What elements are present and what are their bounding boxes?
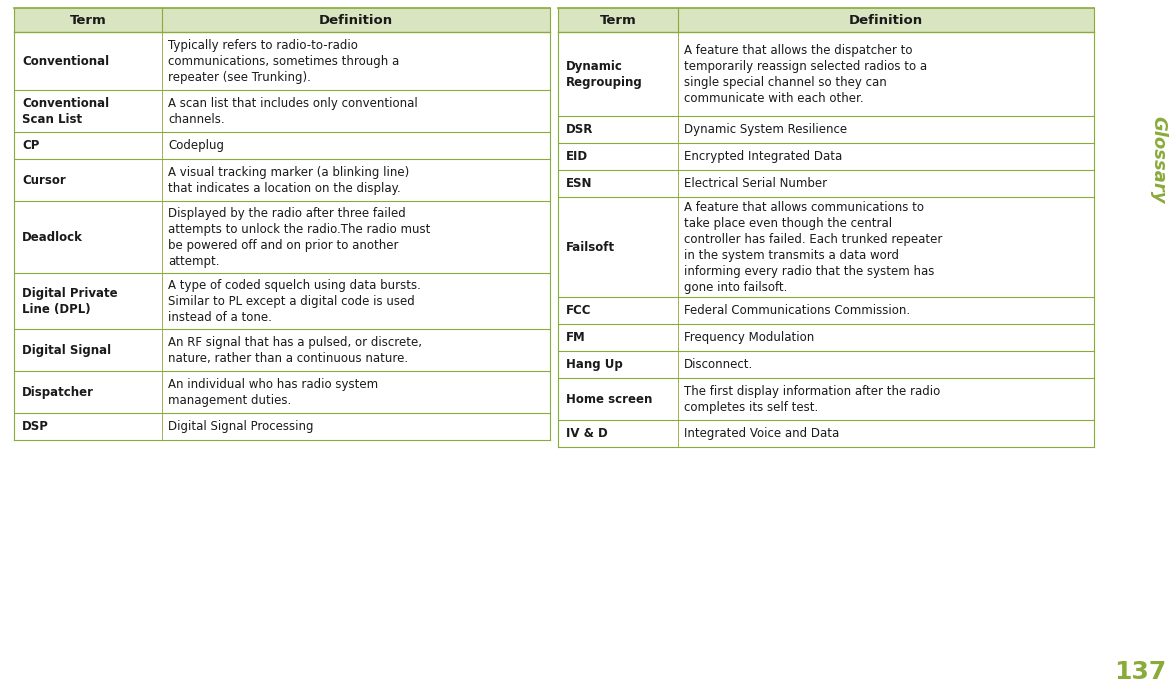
- Text: EID: EID: [566, 150, 588, 163]
- Text: A type of coded squelch using data bursts.
Similar to PL except a digital code i: A type of coded squelch using data burst…: [168, 278, 421, 323]
- Text: 137: 137: [1113, 660, 1166, 684]
- Text: Digital Private
Line (DPL): Digital Private Line (DPL): [22, 287, 117, 316]
- Bar: [558, 197, 1093, 297]
- Text: DSP: DSP: [22, 420, 49, 433]
- Bar: [558, 8, 1093, 32]
- Bar: [14, 201, 550, 273]
- Text: A scan list that includes only conventional
channels.: A scan list that includes only conventio…: [168, 96, 417, 126]
- Text: Conventional
Scan List: Conventional Scan List: [22, 96, 109, 126]
- Text: Home screen: Home screen: [566, 393, 653, 405]
- Text: Encrypted Integrated Data: Encrypted Integrated Data: [684, 150, 843, 163]
- Bar: [14, 132, 550, 159]
- Text: Dispatcher: Dispatcher: [22, 385, 94, 398]
- Text: Digital Signal: Digital Signal: [22, 344, 111, 357]
- Bar: [558, 351, 1093, 378]
- Text: Frequency Modulation: Frequency Modulation: [684, 331, 815, 344]
- Text: A visual tracking marker (a blinking line)
that indicates a location on the disp: A visual tracking marker (a blinking lin…: [168, 165, 409, 194]
- Bar: [558, 116, 1093, 143]
- Text: A feature that allows the dispatcher to
temporarily reassign selected radios to : A feature that allows the dispatcher to …: [684, 44, 927, 105]
- Bar: [558, 297, 1093, 324]
- Text: Definition: Definition: [319, 13, 393, 26]
- Bar: [558, 170, 1093, 197]
- Bar: [14, 8, 550, 32]
- Bar: [558, 378, 1093, 420]
- Text: IV & D: IV & D: [566, 427, 608, 440]
- Bar: [558, 324, 1093, 351]
- Text: Disconnect.: Disconnect.: [684, 358, 754, 371]
- Text: Definition: Definition: [849, 13, 924, 26]
- Bar: [558, 32, 1093, 116]
- Text: DSR: DSR: [566, 123, 593, 136]
- Bar: [14, 371, 550, 413]
- Text: Dynamic System Resilience: Dynamic System Resilience: [684, 123, 847, 136]
- Bar: [14, 329, 550, 371]
- Text: ESN: ESN: [566, 177, 593, 190]
- Text: The first display information after the radio
completes its self test.: The first display information after the …: [684, 384, 940, 414]
- Text: Term: Term: [69, 13, 107, 26]
- Bar: [14, 413, 550, 440]
- Bar: [558, 420, 1093, 447]
- Text: Federal Communications Commission.: Federal Communications Commission.: [684, 304, 911, 317]
- Text: Cursor: Cursor: [22, 174, 66, 187]
- Text: CP: CP: [22, 139, 40, 152]
- Text: Digital Signal Processing: Digital Signal Processing: [168, 420, 313, 433]
- Text: FCC: FCC: [566, 304, 592, 317]
- Text: Term: Term: [600, 13, 636, 26]
- Text: Glossary: Glossary: [1149, 117, 1167, 204]
- Text: An individual who has radio system
management duties.: An individual who has radio system manag…: [168, 378, 379, 407]
- Bar: [14, 273, 550, 329]
- Text: Codeplug: Codeplug: [168, 139, 224, 152]
- Text: Conventional: Conventional: [22, 55, 109, 67]
- Text: Integrated Voice and Data: Integrated Voice and Data: [684, 427, 839, 440]
- Text: An RF signal that has a pulsed, or discrete,
nature, rather than a continuous na: An RF signal that has a pulsed, or discr…: [168, 335, 422, 364]
- Bar: [14, 90, 550, 132]
- Bar: [558, 143, 1093, 170]
- Text: Failsoft: Failsoft: [566, 241, 615, 253]
- Text: Hang Up: Hang Up: [566, 358, 622, 371]
- Text: Displayed by the radio after three failed
attempts to unlock the radio.The radio: Displayed by the radio after three faile…: [168, 207, 430, 267]
- Text: Electrical Serial Number: Electrical Serial Number: [684, 177, 827, 190]
- Text: A feature that allows communications to
take place even though the central
contr: A feature that allows communications to …: [684, 201, 942, 294]
- Text: FM: FM: [566, 331, 586, 344]
- Text: Typically refers to radio-to-radio
communications, sometimes through a
repeater : Typically refers to radio-to-radio commu…: [168, 38, 400, 83]
- Bar: [14, 32, 550, 90]
- Text: Dynamic
Regrouping: Dynamic Regrouping: [566, 60, 642, 89]
- Text: Deadlock: Deadlock: [22, 230, 83, 244]
- Bar: [14, 159, 550, 201]
